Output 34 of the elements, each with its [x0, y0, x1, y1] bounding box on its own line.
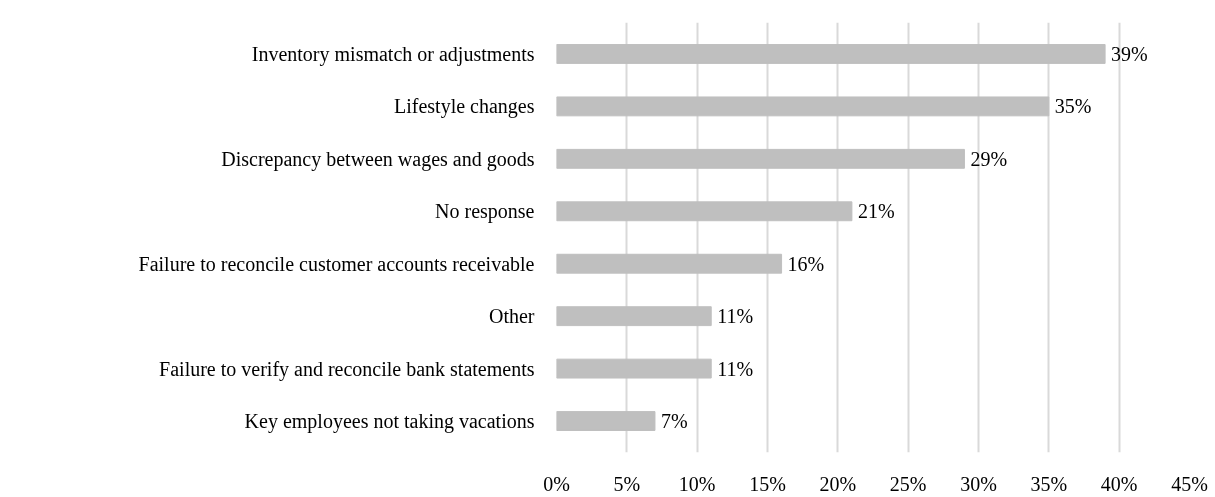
bar — [556, 201, 853, 222]
bar — [556, 44, 1106, 64]
y-tick-label: Discrepancy between wages and goods — [221, 147, 535, 171]
bar — [556, 148, 965, 169]
y-tick-label: Failure to reconcile customer accounts receivable — [138, 252, 535, 275]
data-label: 21% — [857, 200, 895, 223]
data-label: 35% — [1054, 95, 1092, 118]
data-label: 7% — [660, 410, 688, 433]
bar — [556, 253, 783, 274]
bar — [556, 306, 712, 327]
y-tick-label: Key employees not taking vacations — [244, 410, 535, 434]
x-tick-label: 20% — [819, 472, 857, 495]
x-tick-label: 30% — [960, 472, 997, 495]
data-label: 29% — [970, 147, 1008, 170]
y-tick-label: Lifestyle changes — [394, 95, 535, 119]
x-tick-label: 40% — [1100, 472, 1138, 495]
x-tick-label: 35% — [1030, 472, 1068, 495]
y-tick-label: Inventory mismatch or adjustments — [251, 42, 535, 66]
bar — [556, 96, 1050, 117]
data-label: 16% — [787, 252, 825, 275]
bar — [556, 411, 656, 431]
x-tick-label: 25% — [889, 472, 927, 495]
x-tick-label: 5% — [613, 472, 641, 495]
x-tick-label: 10% — [678, 472, 716, 495]
bar — [556, 358, 712, 379]
x-tick-label: 45% — [1171, 472, 1208, 495]
y-tick-label: Other — [488, 305, 535, 328]
y-tick-label: No response — [435, 200, 535, 224]
x-tick-label: 0% — [543, 472, 570, 495]
data-label: 11% — [717, 357, 754, 380]
x-tick-label: 15% — [749, 472, 786, 495]
y-tick-label: Failure to verify and reconcile bank statements — [159, 357, 535, 381]
data-label: 11% — [717, 305, 754, 328]
data-label: 39% — [1111, 42, 1148, 65]
